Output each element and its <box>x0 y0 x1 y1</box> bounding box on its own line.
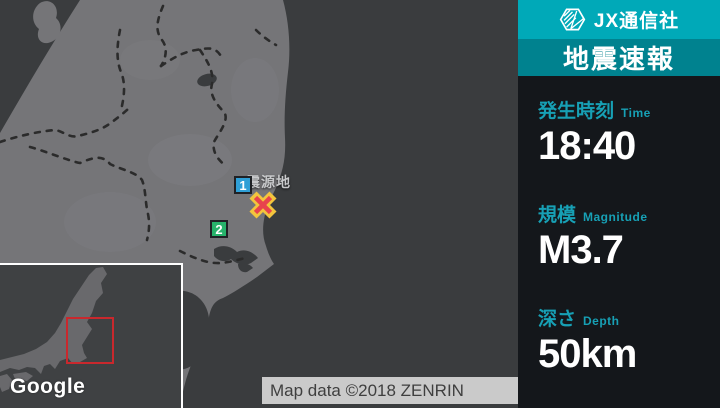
field-magnitude: 規模 Magnitude M3.7 <box>538 200 720 271</box>
map-marker-1: 1 <box>234 176 252 194</box>
alert-title: 地震速報 <box>562 44 675 74</box>
inset-overview-map <box>0 263 183 408</box>
time-value: 18:40 <box>538 124 636 168</box>
marker-1-label: 1 <box>239 177 247 193</box>
time-label-ja: 発生時刻 <box>538 101 615 122</box>
magnitude-label-ja: 規模 <box>538 205 577 226</box>
brand-name: JX通信社 <box>593 11 680 32</box>
inset-focus-rectangle <box>66 317 114 364</box>
google-logo[interactable]: Google <box>10 375 86 398</box>
depth-value: 50km <box>538 332 637 376</box>
alert-side-panel: JX通信社 地震速報 発生時刻 Time 18:40 規模 Magnitude … <box>518 0 720 408</box>
inset-japan-map <box>0 267 114 392</box>
map-canvas: 震源地 1 2 Goog <box>0 0 518 408</box>
alert-title-bar: 地震速報 <box>518 39 720 76</box>
depth-label-en: Depth <box>583 314 620 328</box>
time-label-en: Time <box>621 106 651 120</box>
field-depth: 深さ Depth 50km <box>538 304 720 375</box>
magnitude-value: M3.7 <box>538 228 624 272</box>
epicenter-x-icon <box>249 191 277 219</box>
epicenter-label: 震源地 <box>246 174 291 190</box>
marker-2-label: 2 <box>215 221 223 237</box>
jx-press-logo-icon <box>559 8 586 31</box>
field-time: 発生時刻 Time 18:40 <box>538 96 720 167</box>
map-marker-2: 2 <box>210 220 228 238</box>
magnitude-label-en: Magnitude <box>583 210 648 224</box>
depth-label-ja: 深さ <box>538 309 577 330</box>
map-attribution: Map data ©2018 ZENRIN <box>262 377 518 404</box>
brand-header: JX通信社 <box>518 0 720 39</box>
info-panel: 発生時刻 Time 18:40 規模 Magnitude M3.7 深さ Dep… <box>518 76 720 408</box>
